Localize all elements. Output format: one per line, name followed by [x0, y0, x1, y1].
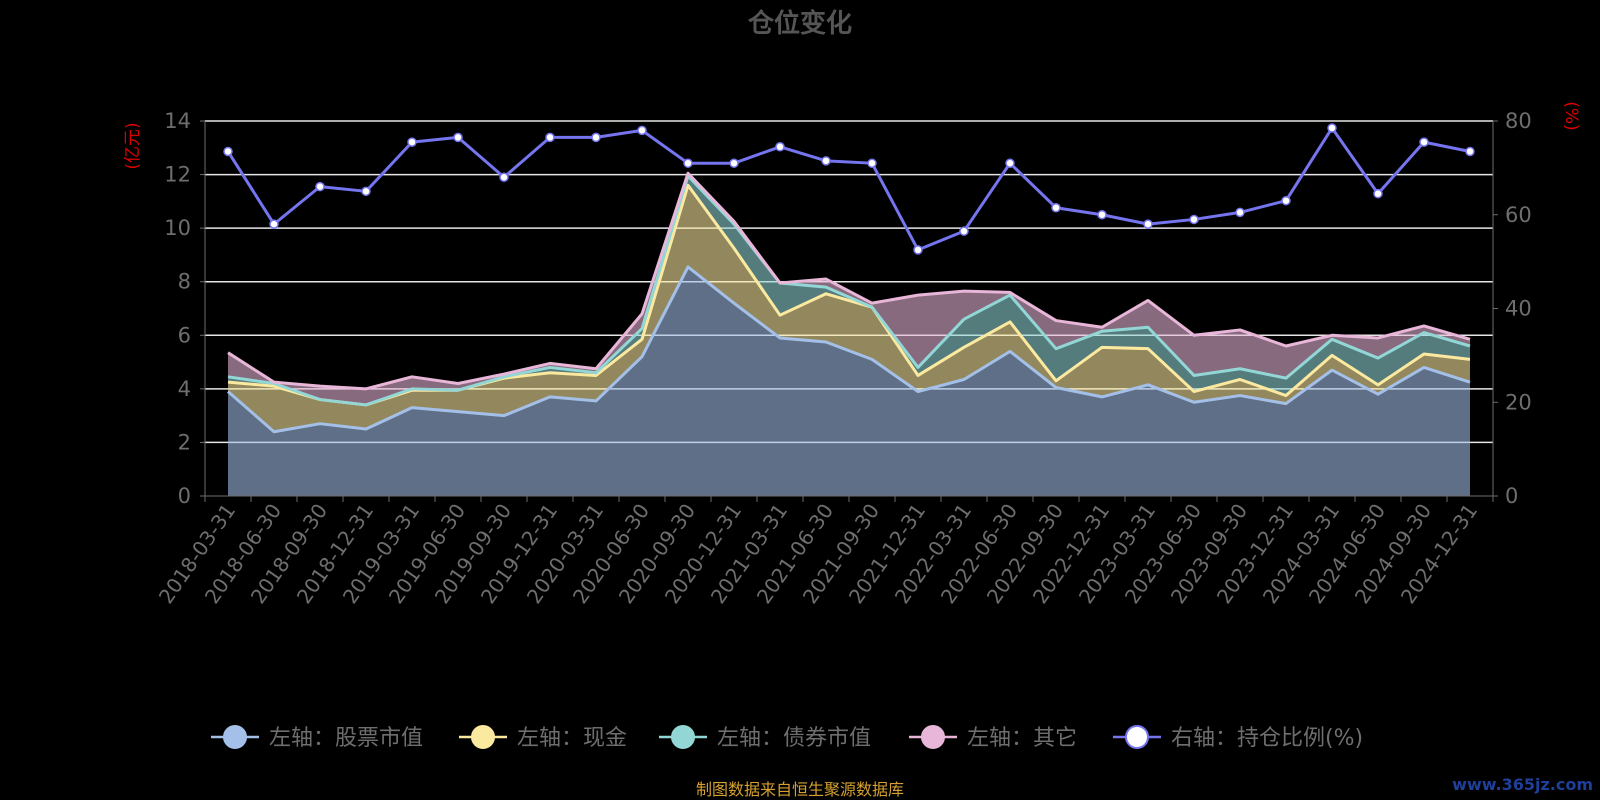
ratio-point: [821, 156, 831, 166]
left-axis-tick-label: 2: [178, 430, 191, 454]
ratio-point: [1281, 195, 1291, 206]
ratio-point: [591, 132, 601, 143]
ratio-point: [499, 172, 509, 182]
legend-marker: [1125, 725, 1149, 749]
line-左轴：债券市值: [227, 174, 1471, 407]
legend-label: 左轴：现金: [517, 726, 627, 751]
legend-marker: [671, 725, 695, 749]
ratio-point: [775, 142, 785, 152]
ratio-point: [1143, 219, 1153, 229]
right-axis-tick-label: 20: [1505, 390, 1532, 414]
ratio-point: [1235, 207, 1245, 218]
line-左轴：其它: [227, 171, 1471, 391]
legend-item: 右轴：持仓比例(%): [1113, 725, 1363, 751]
footer-source-note: 制图数据来自恒生聚源数据库: [696, 780, 904, 799]
legend-item: 左轴：债券市值: [659, 725, 871, 751]
line-右轴：持仓比例(%): [226, 126, 1471, 252]
right-axis-tick-label: 40: [1505, 297, 1532, 321]
legend-label: 左轴：债券市值: [717, 726, 871, 751]
left-axis-unit: (亿元): [123, 122, 143, 169]
legend-item: 左轴：股票市值: [211, 725, 423, 751]
left-axis-tick-label: 14: [164, 109, 191, 133]
legend-marker: [223, 725, 247, 749]
ratio-point: [729, 158, 739, 168]
watermark: www.365jz.com: [1452, 775, 1593, 794]
legend-label: 右轴：持仓比例(%): [1171, 726, 1363, 751]
legend-marker: [921, 725, 945, 749]
ratio-point: [637, 125, 647, 136]
right-axis-unit: (%): [1561, 101, 1581, 130]
ratio-point: [1373, 188, 1383, 199]
ratio-series: [223, 123, 1475, 255]
ratio-point: [867, 158, 877, 168]
ratio-point: [1051, 202, 1061, 213]
ratio-point: [453, 132, 463, 143]
legend-label: 左轴：股票市值: [269, 726, 423, 751]
ratio-point: [683, 158, 693, 168]
left-axis-tick-label: 6: [178, 323, 191, 347]
ratio-point: [361, 186, 371, 197]
line-左轴：股票市值: [227, 265, 1471, 434]
ratio-point: [913, 245, 923, 255]
ratio-point: [1005, 158, 1015, 168]
ratio-point: [1327, 123, 1337, 133]
left-axis-tick-label: 10: [164, 216, 191, 240]
ratio-point: [223, 146, 233, 157]
right-axis-tick-label: 0: [1505, 484, 1518, 508]
plot-areas: [227, 171, 1471, 496]
legend-marker: [471, 725, 495, 749]
ratio-point: [1189, 214, 1199, 225]
right-axis-tick-label: 60: [1505, 203, 1532, 227]
ratio-point: [545, 132, 555, 143]
left-axis-tick-label: 12: [164, 163, 191, 187]
legend: 左轴：股票市值 左轴：现金 左轴：债券市值 左轴：其它 右轴：持仓比例(%): [211, 725, 1363, 751]
area-左轴：股票市值: [228, 266, 1470, 496]
ratio-point: [1097, 210, 1107, 220]
ratio-point: [315, 181, 325, 192]
ratio-point: [959, 226, 969, 236]
ratio-point: [269, 219, 279, 229]
area-左轴：债券市值: [228, 175, 1470, 405]
right-axis-tick-label: 80: [1505, 109, 1532, 133]
legend-item: 左轴：现金: [459, 725, 627, 751]
area-左轴：现金: [228, 185, 1470, 432]
left-axis-tick-label: 8: [178, 270, 191, 294]
left-axis-tick-label: 0: [178, 484, 191, 508]
legend-item: 左轴：其它: [909, 725, 1077, 751]
left-axis-tick-label: 4: [178, 377, 191, 401]
ratio-point: [407, 137, 417, 147]
chart-title: 仓位变化: [747, 8, 852, 39]
ratio-point: [1465, 146, 1475, 157]
legend-label: 左轴：其它: [967, 726, 1077, 751]
ratio-point: [1419, 137, 1429, 147]
